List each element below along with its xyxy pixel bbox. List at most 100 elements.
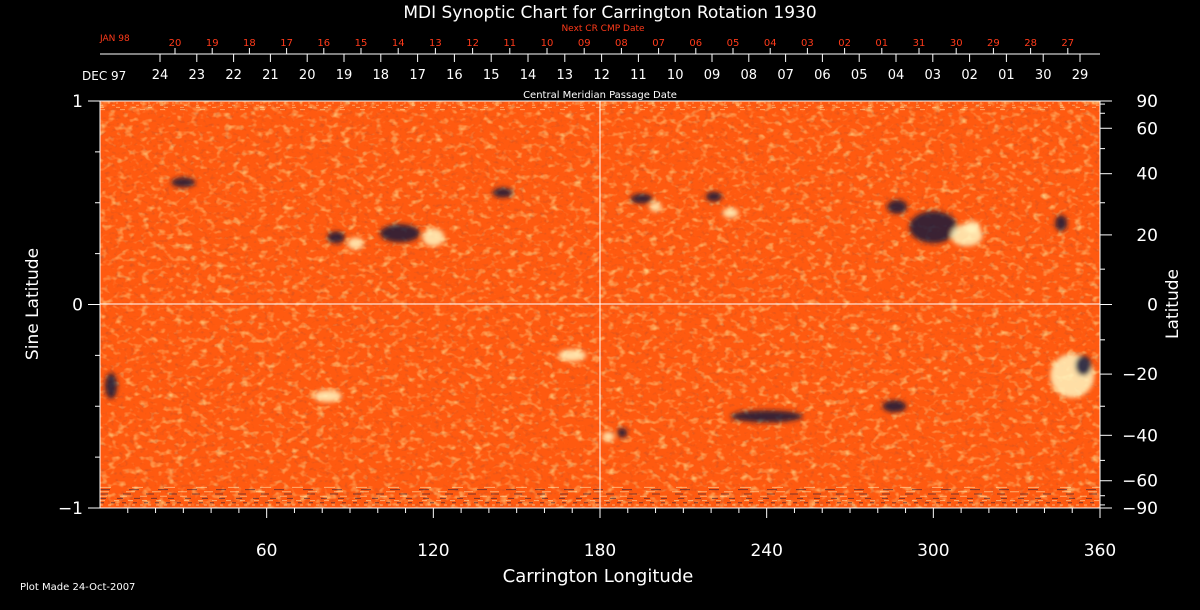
next-cr-tick-label: 01 <box>875 38 888 49</box>
right-tick-label: −60 <box>1122 472 1158 492</box>
cmp-tick-label: 23 <box>189 68 206 83</box>
next-cr-tick-label: 13 <box>429 38 442 49</box>
cmp-tick-label: 19 <box>336 68 353 83</box>
negative-polarity-region <box>882 400 907 413</box>
left-tick-label: −1 <box>58 499 83 519</box>
left-tick-label: 1 <box>72 92 83 112</box>
bottom-tick-label: 300 <box>917 541 949 561</box>
positive-polarity-region <box>422 228 445 247</box>
cmp-tick-label: 29 <box>1072 68 1089 83</box>
right-tick-label: 0 <box>1147 296 1158 316</box>
negative-polarity-region <box>705 191 722 202</box>
positive-polarity-region <box>964 221 981 234</box>
cmp-tick-label: 09 <box>704 68 721 83</box>
next-cr-tick-label: 16 <box>317 38 330 49</box>
right-axis: 90 60 40 20 0 −20 −40 −60 −90 <box>1100 92 1158 519</box>
next-cr-tick-label: 03 <box>801 38 814 49</box>
negative-polarity-region <box>380 224 420 243</box>
cmp-tick-label: 20 <box>299 68 316 83</box>
left-tick-label: 0 <box>72 296 83 316</box>
negative-polarity-region <box>1075 355 1092 376</box>
bottom-tick-label: 120 <box>417 541 449 561</box>
next-cr-tick-label: 06 <box>689 38 702 49</box>
next-cr-tick-label: 08 <box>615 38 628 49</box>
next-cr-tick-label: 10 <box>541 38 554 49</box>
top-axis: Next CR CMP Date JAN 98 20 19 18 17 16 15 14 13 12… <box>82 24 1100 101</box>
cmp-tick-label: 21 <box>262 68 279 83</box>
cmp-start-label: DEC 97 <box>82 69 126 83</box>
next-cr-tick-label: 31 <box>913 38 926 49</box>
negative-polarity-region <box>909 211 958 244</box>
negative-polarity-region <box>730 410 803 423</box>
next-cr-tick-label: 19 <box>206 38 219 49</box>
negative-polarity-region <box>171 177 196 188</box>
right-tick-label: −90 <box>1122 499 1158 519</box>
negative-polarity-region <box>630 193 653 204</box>
cmp-tick-label: 14 <box>520 68 537 83</box>
next-cr-tick-label: 29 <box>987 38 1000 49</box>
next-cr-tick-label: 07 <box>652 38 665 49</box>
cmp-tick-label: 12 <box>593 68 610 83</box>
positive-polarity-region <box>722 207 739 218</box>
cmp-tick-label: 06 <box>814 68 831 83</box>
right-tick-label: 90 <box>1136 92 1158 112</box>
next-cr-tick-label: 04 <box>764 38 777 49</box>
next-cr-tick-label: 12 <box>466 38 479 49</box>
next-cr-tick-label: 11 <box>503 38 516 49</box>
bottom-axis-label: Carrington Longitude <box>503 566 694 587</box>
negative-polarity-region <box>887 199 908 214</box>
right-tick-label: −40 <box>1122 426 1158 446</box>
bottom-tick-label: 180 <box>584 541 616 561</box>
plot-footer: Plot Made 24-Oct-2007 <box>20 582 135 593</box>
next-cr-tick-label: 17 <box>280 38 293 49</box>
bottom-axis: 60 120 180 240 300 360 <box>127 508 1116 561</box>
negative-polarity-region <box>327 231 346 244</box>
cmp-tick-label: 16 <box>446 68 463 83</box>
cmp-tick-label: 22 <box>225 68 242 83</box>
cmp-tick-label: 02 <box>961 68 978 83</box>
chart-title: MDI Synoptic Chart for Carrington Rotati… <box>403 3 816 23</box>
cmp-axis-label: Central Meridian Passage Date <box>523 90 677 101</box>
cmp-tick-label: 07 <box>777 68 794 83</box>
cmp-tick-label: 10 <box>667 68 684 83</box>
negative-polarity-region <box>105 372 118 399</box>
positive-polarity-region <box>649 201 662 212</box>
next-cr-tick-label: 30 <box>950 38 963 49</box>
next-cr-tick-label: 14 <box>392 38 405 49</box>
positive-polarity-region <box>602 431 615 442</box>
cmp-tick-label: 17 <box>409 68 426 83</box>
bottom-tick-label: 240 <box>750 541 782 561</box>
negative-polarity-region <box>492 187 513 198</box>
cmp-tick-label: 01 <box>998 68 1015 83</box>
right-tick-label: 60 <box>1136 119 1158 139</box>
next-cr-start-label: JAN 98 <box>99 34 130 44</box>
next-cr-tick-label: 05 <box>727 38 740 49</box>
next-cr-tick-label: 27 <box>1061 38 1074 49</box>
cmp-tick-label: 04 <box>888 68 905 83</box>
cmp-tick-label: 03 <box>925 68 942 83</box>
cmp-tick-label: 30 <box>1035 68 1052 83</box>
next-cr-tick-label: 18 <box>243 38 256 49</box>
next-cr-tick-label: 15 <box>355 38 368 49</box>
cmp-tick-label: 15 <box>483 68 500 83</box>
right-tick-label: −20 <box>1122 365 1158 385</box>
positive-polarity-region <box>347 237 364 250</box>
positive-polarity-region <box>558 349 587 362</box>
cmp-tick-label: 24 <box>152 68 169 83</box>
negative-polarity-region <box>1055 215 1068 232</box>
cmp-tick-label: 13 <box>557 68 574 83</box>
cmp-tick-label: 08 <box>741 68 758 83</box>
right-tick-label: 40 <box>1136 165 1158 185</box>
right-tick-label: 20 <box>1136 226 1158 246</box>
bottom-tick-label: 360 <box>1084 541 1116 561</box>
right-axis-label: Latitude <box>1163 269 1183 339</box>
left-axis: 1 0 −1 <box>58 92 100 519</box>
cmp-tick-label: 05 <box>851 68 868 83</box>
cmp-tick-label: 11 <box>630 68 647 83</box>
next-cr-tick-label: 20 <box>169 38 182 49</box>
next-cr-tick-label: 09 <box>578 38 591 49</box>
next-cr-label: Next CR CMP Date <box>561 24 645 34</box>
positive-polarity-region <box>313 390 342 403</box>
left-axis-label: Sine Latitude <box>23 248 43 360</box>
